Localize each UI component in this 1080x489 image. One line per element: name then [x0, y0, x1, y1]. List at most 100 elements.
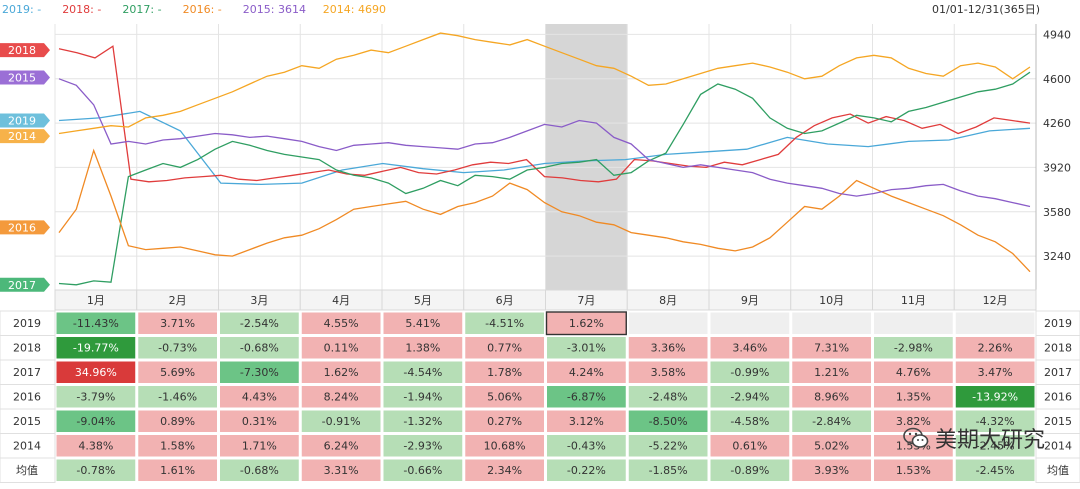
legend-item-5: 2014: 4690: [323, 3, 386, 16]
series-tag-label-2014: 2014: [8, 130, 36, 143]
table-cell-value: -1.32%: [403, 415, 442, 428]
table-cell: [382, 360, 464, 384]
table-cell: [55, 458, 137, 482]
table-cell-value: 0.11%: [324, 342, 359, 355]
series-tag-2014: [0, 129, 50, 144]
table-cell-value: -0.43%: [567, 440, 606, 453]
legend-item-2: 2017: -: [122, 3, 161, 16]
x-tick-label: 1月: [87, 294, 105, 307]
table-cell: [627, 311, 709, 335]
table-cell: [55, 360, 137, 384]
table-cell: [464, 409, 545, 433]
table-cell-value: -3.79%: [76, 391, 115, 404]
table-cell: [791, 409, 872, 433]
table-cell-value: -19.77%: [73, 342, 119, 355]
series-tag-2017: [0, 277, 50, 292]
table-cell-value: 3.93%: [814, 464, 849, 477]
series-line-2018: [58, 45, 1031, 183]
table-cell: [954, 311, 1036, 335]
table-cell: [464, 434, 545, 458]
y-tick-label: 3240: [1043, 250, 1071, 263]
table-cell-value: -2.84%: [812, 415, 851, 428]
table-cell: [873, 311, 954, 335]
table-cell: [219, 458, 300, 482]
table-cell-value: 1.35%: [896, 391, 931, 404]
table-cell: [791, 311, 872, 335]
table-cell-value: 1.62%: [324, 366, 359, 379]
x-tick-label: 2月: [169, 294, 187, 307]
series-line-2019: [58, 110, 1031, 186]
series-tag-label-2019: 2019: [8, 114, 36, 127]
table-cell-value: 4.38%: [78, 440, 113, 453]
table-cell-value: 6.24%: [324, 440, 359, 453]
table-cell: [546, 385, 627, 409]
table-cell: [137, 434, 218, 458]
row-label-right: 2014: [1044, 440, 1072, 453]
y-tick-label: 4940: [1043, 28, 1071, 41]
table-cell-value: -0.78%: [76, 464, 115, 477]
series-line-2017: [58, 71, 1031, 286]
row-header-left: [0, 384, 56, 410]
x-tick-label: 11月: [901, 294, 926, 307]
table-cell: [791, 360, 872, 384]
table-cell-value: 1.21%: [814, 366, 849, 379]
table-cell: [55, 409, 137, 433]
table-cell-value: 7.31%: [814, 342, 849, 355]
x-tick-label: 10月: [819, 294, 844, 307]
table-cell-value: 0.89%: [160, 415, 195, 428]
table-cell-value: -7.30%: [240, 366, 279, 379]
table-cell-value: 3.47%: [978, 366, 1013, 379]
table-cell: [137, 360, 218, 384]
y-tick-label: 4600: [1043, 73, 1071, 86]
table-cell-value: 8.24%: [324, 391, 359, 404]
table-cell: [137, 409, 218, 433]
table-cell-value: -1.94%: [403, 391, 442, 404]
table-cell: [791, 434, 872, 458]
row-header-right: [1035, 359, 1080, 385]
table-cell-value: 3.12%: [569, 415, 604, 428]
table-cell: [627, 458, 709, 482]
table-cell: [627, 336, 709, 360]
table-cell-value: -6.87%: [567, 391, 606, 404]
table-cell: [873, 336, 954, 360]
table-cell-value: 1.71%: [242, 440, 277, 453]
table-cell: [464, 311, 545, 335]
month-header-cell: [953, 289, 1037, 311]
table-cell: [954, 360, 1036, 384]
wechat-icon: [903, 427, 929, 448]
table-cell-value: -0.22%: [567, 464, 606, 477]
table-cell-value: 3.36%: [651, 342, 686, 355]
row-header-left: [0, 457, 56, 483]
row-label-right: 2016: [1044, 391, 1072, 404]
table-cell: [55, 311, 137, 335]
table-cell: [546, 336, 627, 360]
table-cell: [55, 434, 137, 458]
table-cell-value: -2.94%: [730, 391, 769, 404]
table-cell-value: 4.24%: [569, 366, 604, 379]
table-cell-value: -9.04%: [76, 415, 115, 428]
x-tick-label: 7月: [577, 294, 595, 307]
table-cell: [219, 360, 300, 384]
x-tick-label: 3月: [250, 294, 268, 307]
table-cell: [382, 385, 464, 409]
table-cell: [709, 360, 791, 384]
table-cell-value: 0.31%: [242, 415, 277, 428]
table-cell: [300, 336, 382, 360]
series-tag-2015: [0, 70, 50, 85]
selected-cell-outline: [545, 311, 627, 336]
table-cell: [300, 458, 382, 482]
table-cell-value: -3.01%: [567, 342, 606, 355]
table-cell-value: -0.91%: [322, 415, 361, 428]
table-cell: [219, 385, 300, 409]
table-cell-value: 1.58%: [160, 440, 195, 453]
x-tick-label: 6月: [496, 294, 514, 307]
table-cell: [873, 434, 954, 458]
series-tag-2016: [0, 220, 50, 235]
row-label-right: 2019: [1044, 317, 1072, 330]
table-cell-value: 3.31%: [324, 464, 359, 477]
row-label-right: 2018: [1044, 342, 1072, 355]
table-cell-value: -4.32%: [976, 415, 1015, 428]
table-cell: [300, 360, 382, 384]
table-cell-value: 1.62%: [569, 317, 604, 330]
table-cell-value: -13.92%: [972, 391, 1018, 404]
